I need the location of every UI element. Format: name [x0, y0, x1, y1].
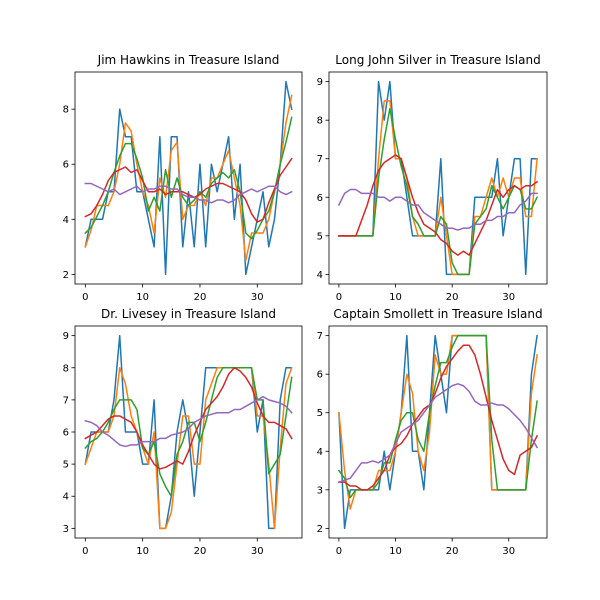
- y-tick-label: 6: [317, 370, 323, 381]
- x-tick-label: 30: [502, 546, 515, 557]
- series-line-1: [84, 80, 293, 276]
- y-tick-label: 3: [317, 485, 323, 496]
- y-tick-label: 7: [317, 331, 323, 342]
- y-tick-label: 5: [63, 460, 69, 471]
- series-lines: [84, 334, 293, 530]
- y-tick-label: 6: [63, 428, 69, 439]
- y-tick-label: 4: [317, 447, 323, 458]
- series-lines: [337, 80, 539, 276]
- subplot-title: Captain Smollett in Treasure Island: [333, 307, 542, 321]
- series-lines: [84, 80, 293, 276]
- y-axis-ticks: 2 4 6 8: [63, 105, 75, 281]
- series-line-3: [337, 334, 538, 499]
- x-axis-ticks: 0 10 20 30: [336, 538, 515, 557]
- y-tick-label: 9: [63, 331, 69, 342]
- y-tick-label: 8: [63, 105, 69, 116]
- subplot-title: Jim Hawkins in Treasure Island: [97, 53, 280, 67]
- subplot-long-john-silver: 0 10 20 30 4 5 6 7 8 9 Long John Silver in Treas…: [317, 53, 548, 303]
- subplot-captain-smollett: 0 10 20 30 2 3 4 5 6 7 Captain Smollett in Treas…: [317, 307, 548, 557]
- y-tick-label: 4: [63, 215, 69, 226]
- x-tick-label: 0: [336, 546, 342, 557]
- x-axis-ticks: 0 10 20 30: [82, 538, 264, 557]
- series-lines: [337, 334, 539, 530]
- y-tick-label: 6: [317, 193, 323, 204]
- series-line-2: [84, 366, 293, 530]
- y-tick-label: 2: [317, 524, 323, 535]
- y-tick-label: 4: [63, 492, 69, 503]
- y-tick-label: 9: [317, 77, 323, 88]
- x-tick-label: 20: [446, 292, 459, 303]
- y-tick-label: 8: [63, 363, 69, 374]
- series-line-3: [84, 116, 293, 240]
- x-tick-label: 30: [251, 292, 264, 303]
- x-axis-ticks: 0 10 20 30: [336, 284, 515, 303]
- y-axis-ticks: 4 5 6 7 8 9: [317, 77, 329, 281]
- y-tick-label: 5: [317, 408, 323, 419]
- y-axis-ticks: 2 3 4 5 6 7: [317, 331, 329, 535]
- subplot-title: Dr. Livesey in Treasure Island: [101, 307, 276, 321]
- series-line-3: [338, 107, 539, 276]
- subplot-dr-livesey: 0 10 20 30 3 4 5 6 7 8 9 Dr. Livesey in Treasure …: [63, 307, 303, 557]
- y-tick-label: 6: [63, 160, 69, 171]
- x-tick-label: 20: [446, 546, 459, 557]
- y-tick-label: 2: [63, 270, 69, 281]
- series-line-5: [84, 182, 293, 204]
- x-tick-label: 20: [194, 546, 207, 557]
- y-tick-label: 7: [63, 395, 69, 406]
- x-tick-label: 0: [82, 546, 88, 557]
- series-line-4: [338, 154, 539, 256]
- x-tick-label: 10: [136, 292, 149, 303]
- series-line-5: [84, 395, 293, 448]
- plot-area-frame: [74, 71, 303, 285]
- plot-area-frame: [328, 71, 548, 285]
- x-tick-label: 30: [251, 546, 264, 557]
- series-line-1: [84, 334, 293, 530]
- subplot-jim-hawkins: 0 10 20 30 2 4 6 8 Jim Hawkins in Treasure Isl…: [63, 53, 303, 303]
- y-tick-label: 5: [317, 231, 323, 242]
- series-line-5: [337, 383, 539, 484]
- x-axis-ticks: 0 10 20 30: [82, 284, 264, 303]
- series-line-5: [337, 188, 538, 231]
- x-tick-label: 10: [389, 292, 402, 303]
- y-tick-label: 3: [63, 524, 69, 535]
- series-line-4: [84, 157, 293, 223]
- plot-area-frame: [328, 325, 548, 539]
- x-tick-label: 10: [389, 546, 402, 557]
- y-tick-label: 8: [317, 116, 323, 127]
- x-tick-label: 0: [82, 292, 88, 303]
- series-line-4: [84, 367, 293, 470]
- x-tick-label: 10: [136, 546, 149, 557]
- x-tick-label: 30: [502, 292, 515, 303]
- x-tick-label: 20: [194, 292, 207, 303]
- y-tick-label: 4: [317, 270, 323, 281]
- series-line-4: [338, 344, 539, 491]
- subplot-title: Long John Silver in Treasure Island: [335, 53, 540, 67]
- y-tick-label: 7: [317, 154, 323, 165]
- y-axis-ticks: 3 4 5 6 7 8 9: [63, 331, 75, 535]
- x-tick-label: 0: [336, 292, 342, 303]
